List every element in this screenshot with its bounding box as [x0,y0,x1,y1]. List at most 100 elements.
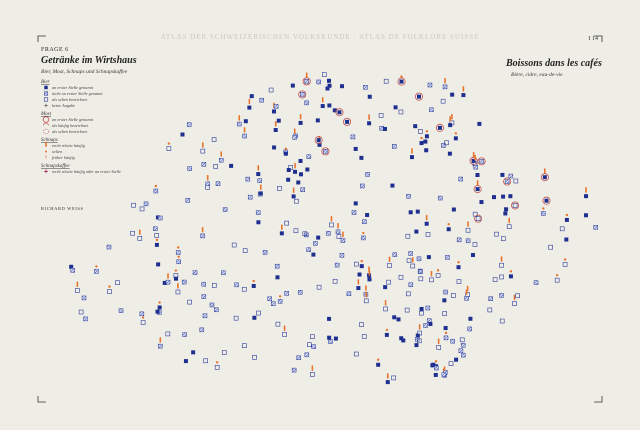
symbol-filled-square [367,121,372,126]
symbol-filled-square [367,277,372,282]
symbol-filled-square [447,151,452,156]
symbol-hatched-square [304,232,309,238]
symbol-filled-square [357,272,362,277]
symbol-hatched-square [346,291,352,297]
symbol-dot [362,231,365,235]
legend-item: früher häufig [52,155,76,160]
symbol-filled-square [340,84,345,89]
symbol-filled-square [305,167,310,172]
symbol-filled-square [448,123,453,128]
symbol-filled-square [426,255,431,260]
symbol-filled-square [298,120,303,125]
symbol-hatched-square [408,282,414,288]
symbol-open-square [43,97,49,102]
symbol-dot [215,361,219,364]
symbol-ring [474,214,483,223]
symbol-filled-square [316,138,321,143]
symbol-filled-square [180,132,185,137]
symbol-open-square [203,358,208,364]
symbol-filled-square [291,194,296,199]
symbol-open-square [448,361,454,366]
symbol-open-square [131,202,136,208]
symbol-filled-square [504,207,509,212]
symbol-open-square [252,355,257,360]
symbol-open-square [353,351,359,357]
legend-heading: Schnapskaffee [41,164,70,169]
symbol-open-square [211,283,217,288]
symbol-filled-square [424,134,429,139]
symbol-filled-square [299,172,304,177]
symbol-hatched-square [70,268,76,273]
legend-item: selten [52,149,62,154]
symbol-hatched-square [335,229,341,235]
symbol-hatched-square [292,135,297,140]
symbol-filled-square [584,194,589,199]
symbol-filled-square [390,183,395,188]
symbol-open-square [78,309,84,315]
symbol-filled-square [542,175,547,180]
symbol-ring [540,173,549,182]
symbol-open-square [173,273,179,278]
symbol-open-square [316,284,322,290]
symbol-filled-square [273,128,278,133]
symbol-filled-square [286,167,291,172]
symbol-open-square [499,262,504,268]
symbol-open-square [499,274,504,280]
symbol-hatched-square [245,176,251,182]
symbol-filled-square [327,103,332,108]
symbol-hatched-square [392,144,397,149]
symbol-open-square [559,226,565,232]
symbol-hatched-square [205,181,210,187]
symbol-open-square [214,365,220,370]
symbol-filled-square [157,305,162,310]
symbol-open-square [405,233,411,239]
symbol-filled-square [316,235,321,240]
symbol-filled-square [243,119,248,124]
symbol-open-square [435,273,441,278]
symbol-hatched-square [182,332,187,337]
symbol-filled-square [311,252,316,257]
symbol-hatched-square [185,198,191,203]
symbol-filled-square [359,264,364,269]
symbol-filled-square [296,180,301,185]
symbol-filled-square [564,237,569,242]
symbol-open-square [383,306,388,312]
symbol-filled-square [279,231,284,236]
symbol-filled-square [249,94,254,99]
symbol-ring [302,77,311,86]
symbol-dot [174,269,178,272]
symbol-hatched-square [441,372,447,377]
symbol-filled-square [399,336,404,341]
symbol-filled-square [419,141,424,146]
symbol-star [44,169,48,173]
symbol-hatched-square [202,313,208,319]
symbol-filled-square [415,209,420,214]
symbol-open-square [440,98,446,104]
symbol-filled-square [415,333,420,338]
symbol-hatched-square [143,201,149,207]
symbol-hatched-square [267,296,272,302]
symbol-filled-square [423,139,428,144]
symbol-open-square [293,228,299,234]
legend-item: recht relativ häufig [52,143,86,148]
symbol-open-square [548,244,553,250]
symbol-filled-square [154,242,159,247]
symbol-filled-square [69,264,74,269]
symbol-open-square [242,248,248,253]
symbol-filled-square [442,298,447,303]
symbol-dot [442,368,446,371]
symbol-dot [376,358,380,361]
symbol-hatched-square [334,262,340,268]
symbol-ring [414,92,423,101]
symbol-hatched-square [44,91,48,96]
symbol-open-square [513,178,519,184]
title-de: Getränke im Wirtshaus [41,55,137,66]
symbol-hatched-square [425,305,431,311]
symbol-filled-square [430,363,435,368]
symbol-open-square [175,289,181,295]
symbol-filled-square [437,125,442,130]
symbol-open-square [501,236,506,242]
symbol-hatched-square [429,107,434,113]
symbol-dot [420,136,423,140]
symbol-open-square [419,310,424,316]
